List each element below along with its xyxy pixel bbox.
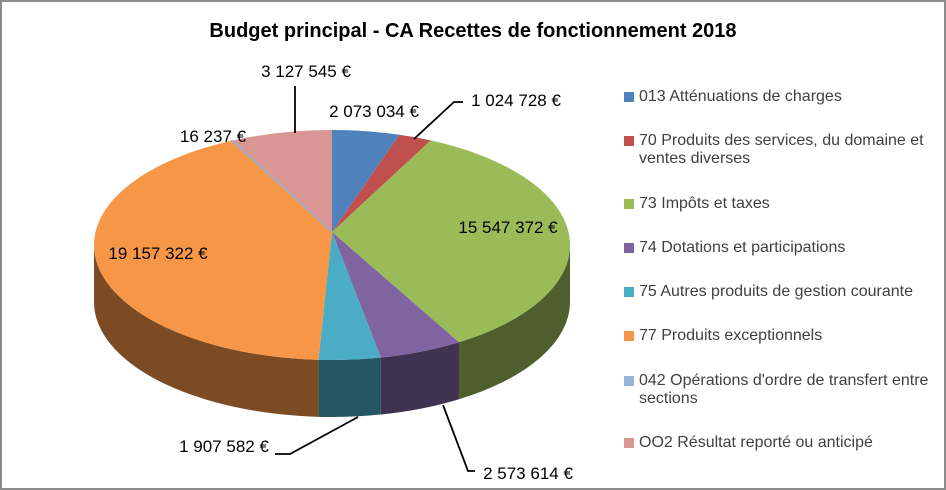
pie-slice-side-5	[94, 245, 319, 417]
legend-item-2[interactable]: 73 Impôts et taxes	[624, 195, 936, 213]
pie-slice-1[interactable]	[332, 134, 431, 232]
pie-slice-3[interactable]	[332, 232, 459, 358]
legend-item-label-2: 73 Impôts et taxes	[639, 194, 770, 212]
chart-title: Budget principal - CA Recettes de foncti…	[209, 20, 737, 42]
pie-slice-5[interactable]	[94, 140, 332, 360]
pie-value-label-0: 2 073 034 €	[329, 102, 419, 121]
chart-legend: 013 Atténuations de charges 70 Produits d…	[624, 88, 936, 452]
label-leader-line-3	[442, 404, 475, 472]
legend-item-label-0: 013 Atténuations de charges	[639, 88, 842, 105]
legend-item-0[interactable]: 013 Atténuations de charges	[624, 88, 936, 106]
pie-slice-4[interactable]	[318, 232, 381, 360]
legend-item-4[interactable]: 75 Autres produits de gestion courante	[624, 283, 936, 301]
pie-slice-6[interactable]	[230, 139, 333, 233]
legend-color-swatch-3	[624, 242, 634, 253]
legend-item-6[interactable]: 042 Opérations d'ordre de transfert entr…	[624, 372, 936, 408]
legend-item-label-1: 70 Produits des services, du domaine et …	[639, 132, 924, 168]
pie-value-label-2: 15 547 372 €	[458, 218, 558, 237]
pie-value-label-7: 3 127 545 €	[261, 62, 351, 81]
legend-item-label-5: 77 Produits exceptionnels	[639, 327, 823, 345]
pie-value-label-1: 1 024 728 €	[471, 91, 561, 110]
label-leader-line-4	[275, 416, 359, 455]
legend-item-label-6: 042 Opérations d'ordre de transfert entr…	[639, 371, 929, 407]
legend-color-swatch-7	[624, 437, 634, 448]
pie-slice-side-3	[380, 342, 459, 415]
legend-item-label-3: 74 Dotations et participations	[639, 238, 846, 256]
pie-value-label-6: 16 237 €	[180, 127, 247, 146]
legend-color-swatch-1	[624, 136, 634, 147]
pie-value-label-5: 19 157 322 €	[108, 244, 208, 263]
pie-slice-7[interactable]	[232, 130, 332, 232]
pie-slice-2[interactable]	[332, 140, 570, 343]
pie-value-label-4: 1 907 582 €	[179, 437, 269, 456]
pie-slice-side-4	[318, 357, 381, 417]
label-leader-line-1	[413, 101, 463, 140]
legend-item-3[interactable]: 74 Dotations et participations	[624, 239, 936, 257]
pie-slice-0[interactable]	[332, 130, 400, 232]
legend-item-7[interactable]: OO2 Résultat reporté ou anticipé	[624, 434, 936, 452]
legend-color-swatch-4	[624, 287, 634, 298]
legend-item-label-7: OO2 Résultat reporté ou anticipé	[639, 433, 873, 451]
legend-item-5[interactable]: 77 Produits exceptionnels	[624, 327, 936, 345]
legend-color-swatch-6	[624, 375, 634, 386]
pie-slice-side-2	[458, 245, 570, 400]
legend-color-swatch-0	[624, 92, 634, 102]
legend-item-label-4: 75 Autres produits de gestion courante	[639, 283, 913, 301]
legend-item-1[interactable]: 70 Produits des services, du domaine et …	[624, 132, 936, 168]
pie-value-label-3: 2 573 614 €	[483, 464, 573, 483]
legend-color-swatch-2	[624, 198, 634, 209]
legend-color-swatch-5	[624, 331, 634, 342]
